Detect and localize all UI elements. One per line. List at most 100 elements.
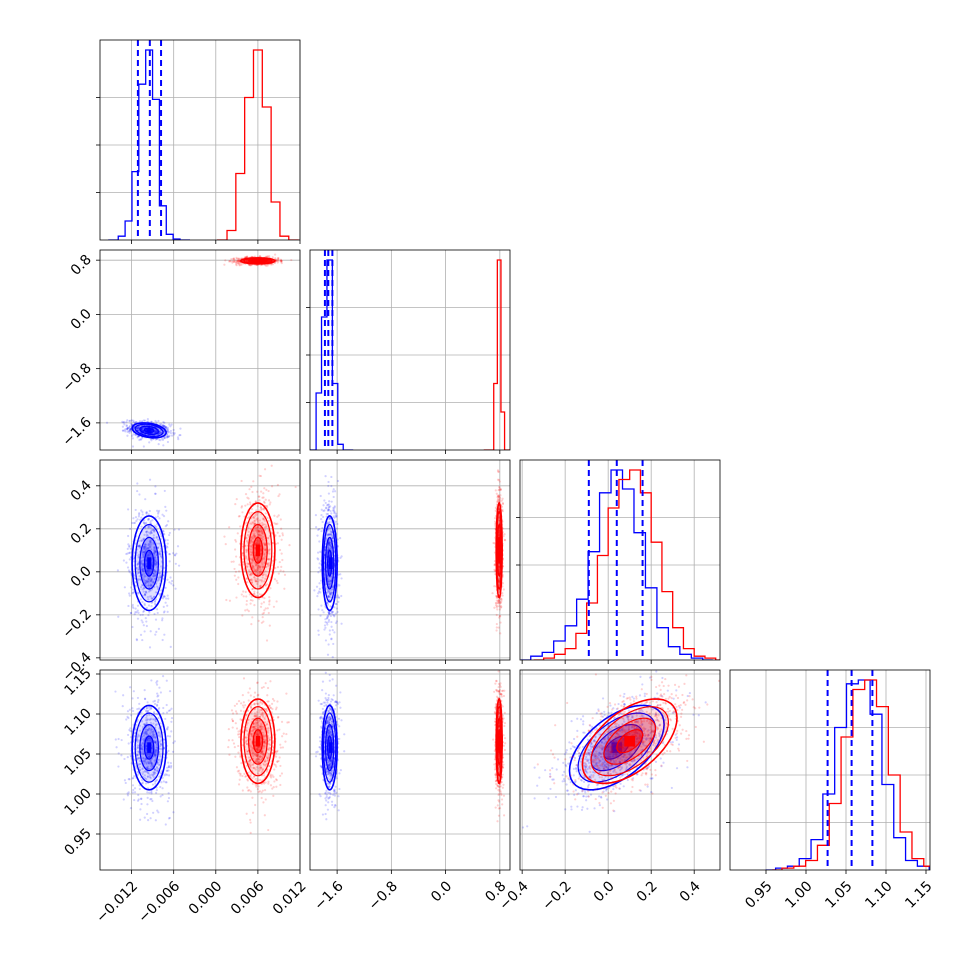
- scatter-point: [130, 762, 133, 765]
- scatter-point: [147, 513, 150, 516]
- scatter-point: [258, 542, 261, 545]
- scatter-point: [262, 542, 265, 545]
- scatter-point: [498, 498, 501, 501]
- scatter-point: [326, 589, 329, 592]
- scatter-point: [335, 602, 338, 606]
- scatter-point: [144, 582, 147, 585]
- scatter-point: [258, 593, 261, 596]
- scatter-point: [249, 264, 252, 267]
- scatter-point: [142, 572, 145, 575]
- scatter-point: [143, 546, 146, 549]
- scatter-point: [143, 731, 147, 734]
- scatter-point: [143, 551, 146, 554]
- scatter-point: [153, 570, 157, 573]
- scatter-point: [250, 581, 254, 584]
- scatter-point: [318, 566, 321, 569]
- scatter-point: [167, 817, 171, 820]
- scatter-point: [148, 646, 152, 649]
- scatter-point: [499, 606, 502, 609]
- scatter-point: [117, 615, 120, 618]
- scatter-point: [174, 554, 177, 557]
- scatter-point: [322, 515, 325, 519]
- scatter-point: [164, 505, 167, 509]
- scatter-point: [153, 600, 157, 603]
- scatter-point: [277, 572, 280, 575]
- scatter-point: [142, 554, 145, 557]
- scatter-point: [126, 428, 129, 431]
- scatter-point: [254, 514, 257, 517]
- scatter-point: [149, 540, 152, 543]
- scatter-point: [252, 565, 255, 568]
- scatter-point: [124, 430, 127, 433]
- scatter-point: [153, 548, 156, 551]
- scatter-point: [324, 475, 327, 478]
- scatter-point: [327, 583, 330, 587]
- scatter-point: [126, 547, 129, 550]
- scatter-point: [171, 579, 174, 583]
- scatter-point: [249, 545, 252, 548]
- scatter-point: [326, 509, 330, 512]
- scatter-point: [137, 515, 140, 518]
- scatter-point: [138, 766, 141, 769]
- scatter-point: [155, 703, 159, 706]
- scatter-point: [140, 539, 143, 542]
- scatter-point: [130, 730, 133, 733]
- scatter-point: [255, 558, 259, 561]
- scatter-point: [147, 544, 150, 547]
- scatter-point: [134, 433, 137, 436]
- scatter-point: [146, 791, 149, 794]
- scatter-point: [329, 532, 333, 536]
- scatter-point: [142, 547, 145, 550]
- scatter-point: [146, 701, 149, 704]
- scatter-point: [152, 771, 155, 774]
- scatter-point: [133, 787, 137, 790]
- scatter-point: [327, 620, 330, 623]
- scatter-point: [250, 539, 253, 542]
- scatter-point: [140, 539, 143, 543]
- scatter-point: [328, 555, 331, 558]
- scatter-point: [496, 600, 500, 603]
- scatter-point: [223, 263, 226, 266]
- scatter-point: [143, 816, 146, 819]
- scatter-point: [330, 545, 333, 549]
- scatter-point: [329, 605, 332, 608]
- scatter-point: [330, 592, 333, 595]
- scatter-point: [149, 584, 153, 587]
- scatter-point: [142, 426, 145, 430]
- scatter-point: [143, 776, 146, 780]
- scatter-point: [153, 549, 157, 552]
- scatter-point: [166, 542, 169, 545]
- scatter-point: [154, 741, 157, 744]
- scatter-point: [258, 509, 261, 512]
- scatter-point: [262, 620, 265, 623]
- scatter-point: [324, 618, 327, 621]
- scatter-point: [323, 509, 326, 512]
- scatter-point: [132, 433, 135, 436]
- scatter-point: [497, 579, 501, 582]
- scatter-point: [327, 543, 331, 546]
- scatter-point: [143, 586, 146, 589]
- scatter-point: [167, 749, 170, 752]
- scatter-point: [165, 711, 169, 714]
- scatter-point: [255, 542, 258, 545]
- scatter-point: [327, 521, 330, 524]
- scatter-point: [143, 774, 146, 777]
- scatter-point: [158, 550, 161, 554]
- scatter-point: [167, 774, 171, 777]
- scatter-point: [149, 584, 152, 587]
- scatter-point: [278, 535, 281, 538]
- scatter-point: [259, 529, 262, 533]
- scatter-point: [329, 541, 332, 544]
- scatter-point: [116, 569, 120, 572]
- scatter-point: [154, 780, 157, 783]
- scatter-point: [265, 583, 269, 586]
- scatter-point: [276, 522, 279, 525]
- scatter-point: [237, 261, 240, 264]
- scatter-point: [168, 560, 171, 563]
- scatter-point: [174, 587, 177, 590]
- scatter-point: [279, 569, 282, 572]
- scatter-point: [140, 428, 143, 431]
- scatter-point: [164, 426, 167, 429]
- scatter-point: [134, 607, 137, 610]
- scatter-point: [129, 422, 132, 425]
